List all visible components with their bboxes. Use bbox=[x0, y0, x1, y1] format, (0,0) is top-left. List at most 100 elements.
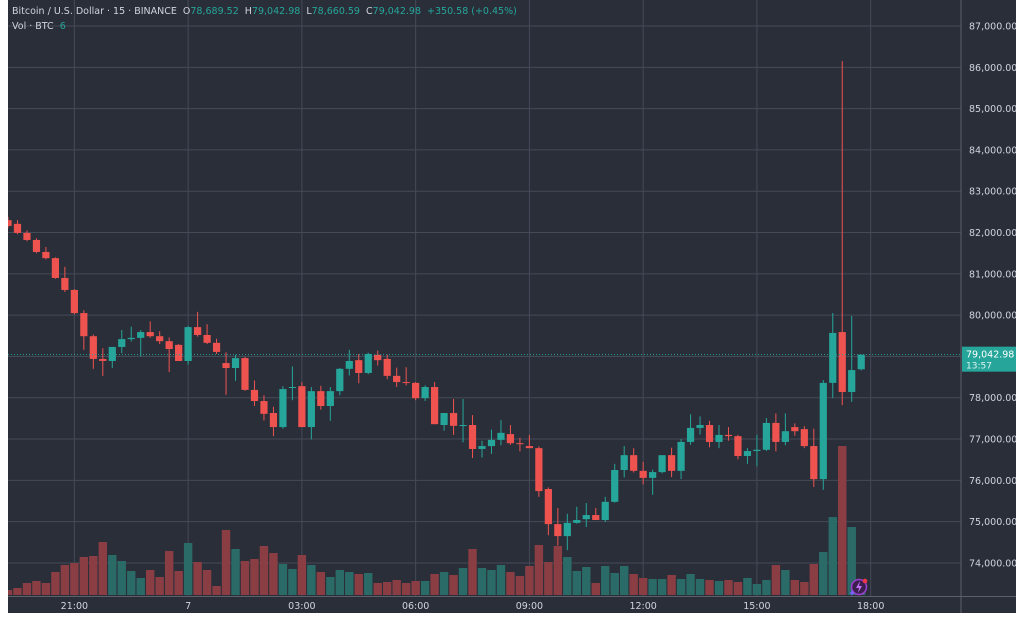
candle-body[interactable] bbox=[260, 401, 268, 414]
candle-body[interactable] bbox=[753, 449, 761, 452]
candle-body[interactable] bbox=[639, 470, 647, 478]
candle-body[interactable] bbox=[298, 386, 306, 428]
candle-body[interactable] bbox=[32, 239, 41, 252]
candle-body[interactable] bbox=[118, 339, 126, 347]
candle-body[interactable] bbox=[620, 455, 628, 471]
candle-body[interactable] bbox=[838, 332, 846, 392]
candle-body[interactable] bbox=[478, 446, 486, 449]
candle-body[interactable] bbox=[525, 446, 533, 449]
candle-body[interactable] bbox=[459, 425, 467, 427]
candle-body[interactable] bbox=[857, 354, 865, 370]
candle-body[interactable] bbox=[269, 413, 278, 428]
candle-body[interactable] bbox=[800, 429, 808, 447]
candle-body[interactable] bbox=[212, 342, 221, 352]
candle-body[interactable] bbox=[582, 515, 590, 520]
candle-body[interactable] bbox=[326, 391, 334, 407]
candle-body[interactable] bbox=[601, 501, 609, 521]
candle-body[interactable] bbox=[506, 434, 515, 444]
candle-body[interactable] bbox=[307, 391, 315, 428]
candle-body[interactable] bbox=[241, 358, 249, 390]
candle-body[interactable] bbox=[8, 220, 12, 226]
candle-body[interactable] bbox=[611, 470, 619, 502]
candle-body[interactable] bbox=[61, 277, 69, 290]
candle-body[interactable] bbox=[705, 425, 714, 442]
candle-body[interactable] bbox=[715, 434, 723, 442]
candle-body[interactable] bbox=[724, 434, 733, 437]
candle-body[interactable] bbox=[156, 336, 164, 342]
candle-body[interactable] bbox=[829, 332, 837, 383]
price-axis[interactable] bbox=[961, 0, 1016, 596]
candle-body[interactable] bbox=[781, 431, 789, 442]
lightning-badge-icon[interactable] bbox=[850, 578, 868, 596]
candle-body[interactable] bbox=[222, 363, 230, 369]
candle-body[interactable] bbox=[449, 413, 458, 426]
candle-body[interactable] bbox=[497, 432, 505, 440]
candle-body[interactable] bbox=[592, 515, 600, 521]
candle-body[interactable] bbox=[402, 382, 410, 384]
candle-body[interactable] bbox=[544, 489, 552, 525]
candle-body[interactable] bbox=[184, 327, 192, 361]
candle-body[interactable] bbox=[487, 439, 496, 447]
candle-body[interactable] bbox=[279, 389, 287, 428]
candle-body[interactable] bbox=[231, 358, 240, 369]
candle-body[interactable] bbox=[762, 422, 770, 450]
candle-body[interactable] bbox=[686, 427, 695, 442]
candle-body[interactable] bbox=[563, 522, 571, 537]
candle-body[interactable] bbox=[175, 344, 183, 361]
candle-body[interactable] bbox=[516, 443, 524, 445]
candle-body[interactable] bbox=[13, 223, 22, 233]
candle-body[interactable] bbox=[743, 451, 752, 456]
candle-body[interactable] bbox=[383, 358, 391, 376]
candle-body[interactable] bbox=[649, 472, 657, 478]
candle-body[interactable] bbox=[440, 413, 448, 426]
candle-body[interactable] bbox=[317, 391, 325, 407]
candle-body[interactable] bbox=[165, 341, 173, 350]
candle-body[interactable] bbox=[393, 375, 401, 383]
candle-body[interactable] bbox=[412, 382, 420, 399]
candle-body[interactable] bbox=[51, 258, 59, 278]
candle-body[interactable] bbox=[23, 232, 31, 240]
candle-body[interactable] bbox=[431, 387, 439, 425]
candle-body[interactable] bbox=[108, 346, 116, 361]
candle-body[interactable] bbox=[70, 289, 78, 314]
candle-body[interactable] bbox=[250, 389, 259, 402]
candle-body[interactable] bbox=[42, 251, 50, 259]
volume-bar bbox=[714, 581, 724, 595]
volume-label[interactable]: Vol · BTC bbox=[12, 21, 54, 32]
candle-body[interactable] bbox=[791, 427, 799, 432]
candle-body[interactable] bbox=[573, 520, 581, 523]
candle-body[interactable] bbox=[89, 336, 97, 359]
candle-body[interactable] bbox=[137, 332, 145, 338]
candle-body[interactable] bbox=[80, 313, 88, 337]
candle-body[interactable] bbox=[668, 455, 676, 471]
symbol-title[interactable]: Bitcoin / U.S. Dollar · 15 · BINANCE bbox=[12, 6, 177, 17]
candle-body[interactable] bbox=[696, 425, 704, 428]
candle-body[interactable] bbox=[468, 425, 477, 449]
candle-body[interactable] bbox=[99, 358, 107, 361]
chart-canvas[interactable]: 74,000.00 75,000.00 76,000.00 77,000.00 78,0… bbox=[8, 0, 1016, 613]
candle-body[interactable] bbox=[658, 455, 666, 473]
candle-body[interactable] bbox=[810, 446, 818, 480]
candlestick-chart[interactable]: 74,000.00 75,000.00 76,000.00 77,000.00 78,0… bbox=[8, 0, 1016, 613]
candle-body[interactable] bbox=[194, 327, 202, 335]
candle-body[interactable] bbox=[288, 387, 296, 389]
candle-body[interactable] bbox=[421, 387, 429, 399]
candle-body[interactable] bbox=[127, 337, 135, 340]
candle-body[interactable] bbox=[146, 332, 154, 337]
candle-body[interactable] bbox=[554, 524, 562, 537]
candle-body[interactable] bbox=[345, 360, 353, 369]
time-axis[interactable] bbox=[8, 597, 961, 613]
candle-body[interactable] bbox=[848, 370, 856, 392]
candle-body[interactable] bbox=[772, 422, 780, 442]
candle-body[interactable] bbox=[364, 353, 372, 373]
volume-bar bbox=[307, 565, 316, 595]
candle-body[interactable] bbox=[734, 436, 742, 456]
candle-body[interactable] bbox=[203, 334, 211, 343]
candle-body[interactable] bbox=[677, 441, 685, 471]
candle-body[interactable] bbox=[630, 455, 638, 471]
candle-body[interactable] bbox=[336, 368, 344, 392]
candle-body[interactable] bbox=[535, 448, 543, 492]
candle-body[interactable] bbox=[819, 382, 827, 480]
candle-body[interactable] bbox=[374, 354, 382, 361]
candle-body[interactable] bbox=[355, 360, 363, 373]
